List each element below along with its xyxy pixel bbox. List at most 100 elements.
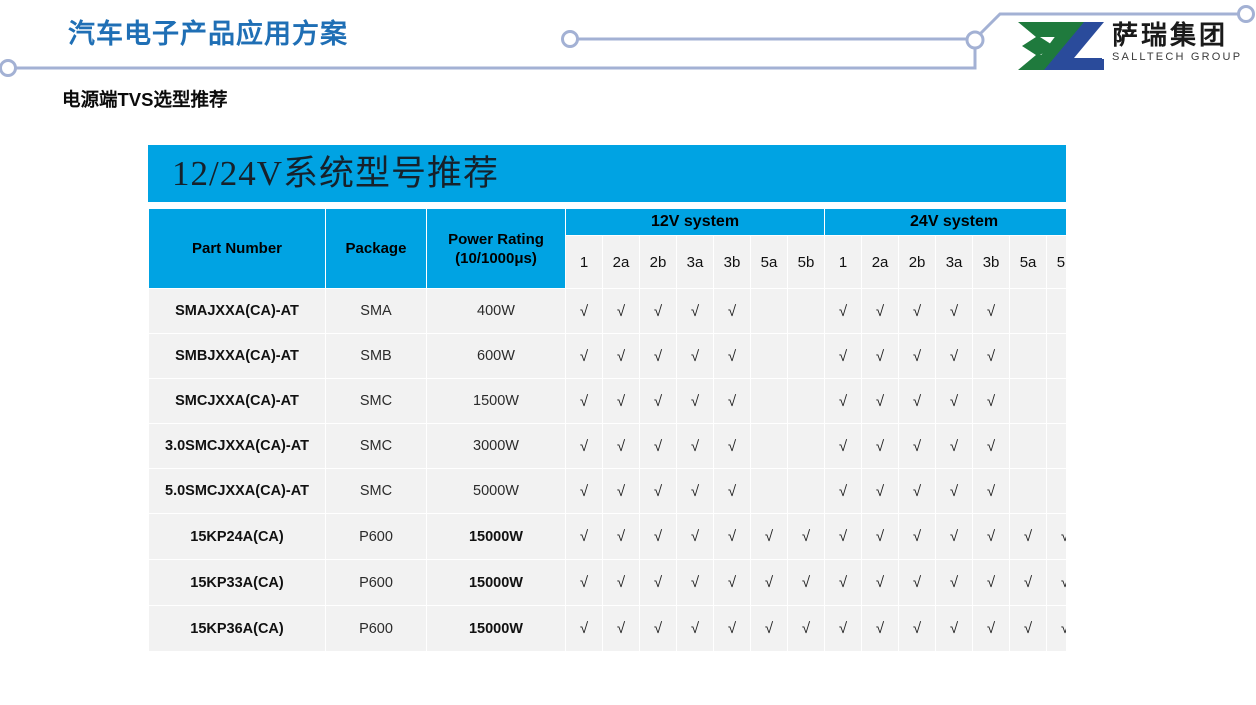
table-head: Part Number Package Power Rating (10/100…: [149, 209, 1066, 288]
cell-check-v24-3b: √: [973, 289, 1010, 333]
col-header-pulse-12v-1: 1: [566, 236, 602, 288]
cell-check-v24-3a: √: [936, 514, 973, 559]
cell-check-v24-2a: √: [862, 560, 899, 605]
cell-check-v12-5b: [788, 379, 825, 423]
table-row: 15KP24A(CA) P600 15000W √ √ √ √ √ √ √ √ √ √ √ √ √ √: [149, 514, 1066, 559]
power-rating-line2: (10/1000μs): [455, 249, 537, 267]
brand-logo: 萨瑞集团 SALLTECH GROUP: [1014, 20, 1250, 74]
cell-check-v12-5b: [788, 289, 825, 333]
banner-spacer: [148, 202, 1066, 208]
cell-check-v12-2b: √: [640, 379, 676, 423]
logo-english-name: SALLTECH GROUP: [1112, 51, 1243, 63]
cell-check-v12-2b: √: [640, 560, 676, 605]
cell-check-v12-1: √: [566, 560, 602, 605]
cell-check-v12-3b: √: [714, 560, 750, 605]
cell-part-number: 15KP33A(CA): [149, 560, 325, 605]
table-header-pulse-row: 12a2b3a3b5a5b12a2b3a3b5a5b: [149, 236, 1066, 288]
table-row: 15KP33A(CA) P600 15000W √ √ √ √ √ √ √ √ √ √ √ √ √ √: [149, 560, 1066, 605]
cell-check-v12-2a: √: [603, 514, 639, 559]
cell-check-v24-2b: √: [899, 469, 936, 513]
cell-check-v12-2a: √: [603, 289, 639, 333]
col-header-pulse-12v-2b: 2b: [640, 236, 676, 288]
cell-check-v24-5b: √: [1047, 560, 1066, 605]
table-banner-text: 12/24V系统型号推荐: [172, 153, 500, 193]
cell-check-v12-2b: √: [640, 469, 676, 513]
cell-check-v24-5a: √: [1010, 560, 1047, 605]
cell-check-v24-1: √: [825, 424, 862, 468]
cell-check-v24-5a: [1010, 424, 1047, 468]
cell-check-v12-5b: √: [788, 606, 825, 651]
cell-check-v12-2b: √: [640, 424, 676, 468]
cell-power-rating: 600W: [427, 334, 565, 378]
cell-check-v12-1: √: [566, 469, 602, 513]
cell-check-v24-5a: [1010, 379, 1047, 423]
page-title: 汽车电子产品应用方案: [68, 19, 348, 49]
cell-check-v12-2b: √: [640, 606, 676, 651]
cell-check-v24-5a: √: [1010, 514, 1047, 559]
tvs-selection-table-container: 12/24V系统型号推荐 Part Number Package Power R…: [148, 145, 1066, 662]
cell-check-v24-2b: √: [899, 424, 936, 468]
cell-check-v24-5b: [1047, 379, 1066, 423]
cell-part-number: 5.0SMCJXXA(CA)-AT: [149, 469, 325, 513]
cell-check-v24-3b: √: [973, 606, 1010, 651]
cell-part-number: SMCJXXA(CA)-AT: [149, 379, 325, 423]
cell-power-rating: 5000W: [427, 469, 565, 513]
cell-package: SMC: [326, 424, 426, 468]
cell-check-v12-1: √: [566, 424, 602, 468]
cell-check-v12-3a: √: [677, 334, 713, 378]
col-header-power-rating: Power Rating (10/1000μs): [427, 209, 565, 288]
cell-check-v12-3b: √: [714, 606, 750, 651]
section-subtitle: 电源端TVS选型推荐: [62, 89, 228, 110]
cell-check-v24-3a: √: [936, 289, 973, 333]
cell-check-v12-5a: √: [751, 560, 787, 605]
cell-check-v12-2a: √: [603, 334, 639, 378]
cell-part-number: 3.0SMCJXXA(CA)-AT: [149, 424, 325, 468]
cell-check-v24-3b: √: [973, 560, 1010, 605]
cell-check-v12-2a: √: [603, 424, 639, 468]
cell-package: P600: [326, 606, 426, 651]
cell-check-v12-3a: √: [677, 606, 713, 651]
table-header-group-row: Part Number Package Power Rating (10/100…: [149, 209, 1066, 288]
cell-check-v12-5b: [788, 334, 825, 378]
cell-package: SMB: [326, 334, 426, 378]
cell-power-rating: 15000W: [427, 514, 565, 559]
col-header-pulse-12v-5b: 5b: [788, 236, 825, 288]
cell-check-v12-3b: √: [714, 469, 750, 513]
cell-package: SMC: [326, 469, 426, 513]
cell-check-v12-2b: √: [640, 514, 676, 559]
cell-check-v12-5b: [788, 469, 825, 513]
cell-part-number: 15KP24A(CA): [149, 514, 325, 559]
cell-check-v24-2a: √: [862, 606, 899, 651]
cell-check-v24-5b: √: [1047, 514, 1066, 559]
cell-check-v24-5a: [1010, 469, 1047, 513]
cell-check-v24-1: √: [825, 469, 862, 513]
deco-node-junction: [965, 30, 985, 50]
cell-check-v24-1: √: [825, 514, 862, 559]
cell-check-v24-3a: √: [936, 424, 973, 468]
cell-check-v24-2b: √: [899, 514, 936, 559]
cell-check-v12-5a: [751, 424, 787, 468]
col-header-group-24v: 24V system: [825, 209, 1066, 235]
col-header-pulse-12v-2a: 2a: [603, 236, 639, 288]
cell-check-v24-1: √: [825, 289, 862, 333]
cell-check-v12-3a: √: [677, 469, 713, 513]
logo-chinese-name: 萨瑞集团: [1112, 20, 1229, 50]
col-header-pulse-12v-3a: 3a: [677, 236, 713, 288]
cell-check-v12-5a: √: [751, 514, 787, 559]
cell-package: SMA: [326, 289, 426, 333]
table-row: SMCJXXA(CA)-AT SMC 1500W √ √ √ √ √ √ √ √ √ √: [149, 379, 1066, 423]
cell-check-v24-2a: √: [862, 514, 899, 559]
cell-check-v24-3b: √: [973, 514, 1010, 559]
cell-package: P600: [326, 514, 426, 559]
cell-check-v24-3a: √: [936, 334, 973, 378]
cell-check-v12-5a: √: [751, 606, 787, 651]
cell-check-v12-3b: √: [714, 424, 750, 468]
table-row: SMAJXXA(CA)-AT SMA 400W √ √ √ √ √ √ √ √ √ √: [149, 289, 1066, 333]
cell-check-v12-2a: √: [603, 560, 639, 605]
cell-power-rating: 1500W: [427, 379, 565, 423]
table-banner: 12/24V系统型号推荐: [148, 145, 1066, 202]
cell-check-v24-2b: √: [899, 606, 936, 651]
cell-check-v24-2a: √: [862, 424, 899, 468]
cell-check-v24-2a: √: [862, 379, 899, 423]
power-rating-line1: Power Rating: [448, 230, 544, 248]
